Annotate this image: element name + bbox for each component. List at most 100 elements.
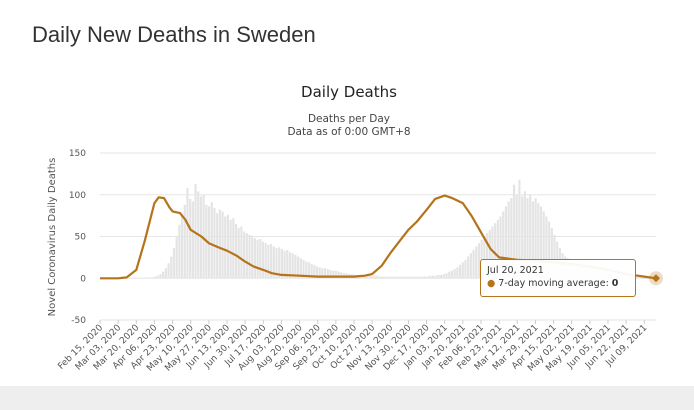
daily-bar [229, 219, 232, 279]
daily-bar [267, 244, 270, 279]
daily-bar [442, 274, 445, 279]
daily-bar [518, 179, 521, 279]
daily-bar [156, 275, 159, 279]
daily-bar [372, 275, 375, 279]
daily-bar [324, 268, 327, 279]
daily-bar [407, 276, 410, 279]
daily-bar [248, 234, 251, 279]
daily-bar [526, 198, 529, 279]
tooltip-series-label: 7-day moving average [498, 278, 606, 289]
daily-bar [534, 198, 537, 279]
daily-bar [469, 253, 472, 279]
daily-bar [496, 219, 499, 279]
daily-bar [313, 264, 316, 279]
daily-bar [245, 233, 248, 279]
daily-bar [280, 249, 283, 279]
daily-bar [329, 269, 332, 279]
daily-bar [426, 276, 429, 279]
chart-subtitle-2: Data as of 0:00 GMT+8 [287, 126, 410, 138]
daily-bar [367, 275, 370, 279]
y-axis-label: Novel Coronavirus Daily Deaths [47, 158, 58, 317]
daily-bar [388, 276, 391, 279]
daily-bar [218, 209, 221, 279]
daily-bar [467, 256, 470, 279]
daily-bar [153, 276, 157, 279]
daily-deaths-chart[interactable]: Daily Deaths Deaths per Day Data as of 0… [0, 0, 694, 386]
daily-bar [545, 216, 548, 279]
daily-bar [391, 276, 394, 279]
daily-bar [297, 256, 300, 279]
daily-bar [186, 188, 189, 279]
daily-bar [361, 275, 364, 279]
daily-bar [261, 241, 265, 279]
daily-bar [421, 276, 424, 279]
daily-bar [172, 248, 176, 279]
daily-bar [334, 270, 337, 279]
daily-bar [148, 277, 151, 279]
daily-bar [529, 194, 532, 279]
daily-bar [315, 266, 319, 279]
daily-bar [437, 274, 440, 279]
y-tick-label: 50 [75, 233, 87, 243]
daily-bar [286, 249, 289, 279]
page-title: Daily New Deaths in Sweden [32, 22, 316, 47]
daily-bar [386, 276, 389, 279]
daily-bar [167, 263, 170, 279]
daily-bar [542, 211, 545, 279]
daily-bar [175, 236, 178, 279]
daily-bar [278, 247, 281, 279]
daily-bar [369, 275, 373, 279]
daily-bar [531, 201, 535, 279]
daily-bar [159, 274, 162, 279]
daily-bar [434, 275, 437, 279]
daily-bar [477, 243, 481, 279]
chart-tooltip: Jul 20, 2021 ● 7-day moving average: 0 [480, 259, 636, 297]
daily-bar [402, 276, 405, 279]
daily-bar [310, 264, 313, 279]
daily-bar [399, 276, 402, 279]
daily-bar [232, 218, 235, 279]
daily-bar [240, 226, 243, 279]
daily-bar [221, 211, 224, 279]
daily-bar [337, 271, 340, 279]
daily-bar [504, 206, 508, 279]
daily-bar [272, 246, 275, 279]
daily-bar [178, 224, 181, 279]
daily-bar [458, 264, 462, 279]
daily-bar [472, 249, 475, 279]
chart-subtitle: Deaths per Day [308, 113, 390, 125]
daily-bar [507, 201, 510, 279]
daily-bar [464, 259, 467, 279]
daily-bar [378, 276, 381, 279]
daily-bar [642, 277, 645, 279]
daily-bar [448, 271, 451, 279]
moving-average-line [100, 194, 657, 280]
daily-bar [380, 276, 383, 279]
y-tick-label: 150 [69, 149, 86, 159]
daily-bar [256, 239, 259, 279]
daily-bar [539, 206, 543, 279]
daily-bar [151, 277, 154, 279]
daily-bar [264, 243, 267, 279]
y-tick-label: 100 [69, 191, 86, 201]
daily-bar [210, 202, 213, 279]
daily-bar [288, 252, 292, 279]
daily-bar [404, 276, 408, 279]
daily-bar [456, 267, 459, 279]
daily-bar [145, 277, 149, 279]
daily-bar [485, 233, 489, 279]
daily-bar [639, 276, 642, 279]
daily-bar [410, 276, 413, 279]
daily-bar [396, 276, 400, 279]
daily-bar [488, 229, 491, 279]
daily-bar [321, 268, 324, 279]
daily-bar [183, 204, 186, 279]
daily-bar [418, 276, 421, 279]
daily-bar [318, 267, 321, 279]
daily-bar [191, 201, 194, 279]
daily-bar [332, 270, 335, 279]
daily-bar [275, 248, 278, 279]
daily-bar [294, 254, 297, 279]
daily-bar [413, 276, 416, 279]
